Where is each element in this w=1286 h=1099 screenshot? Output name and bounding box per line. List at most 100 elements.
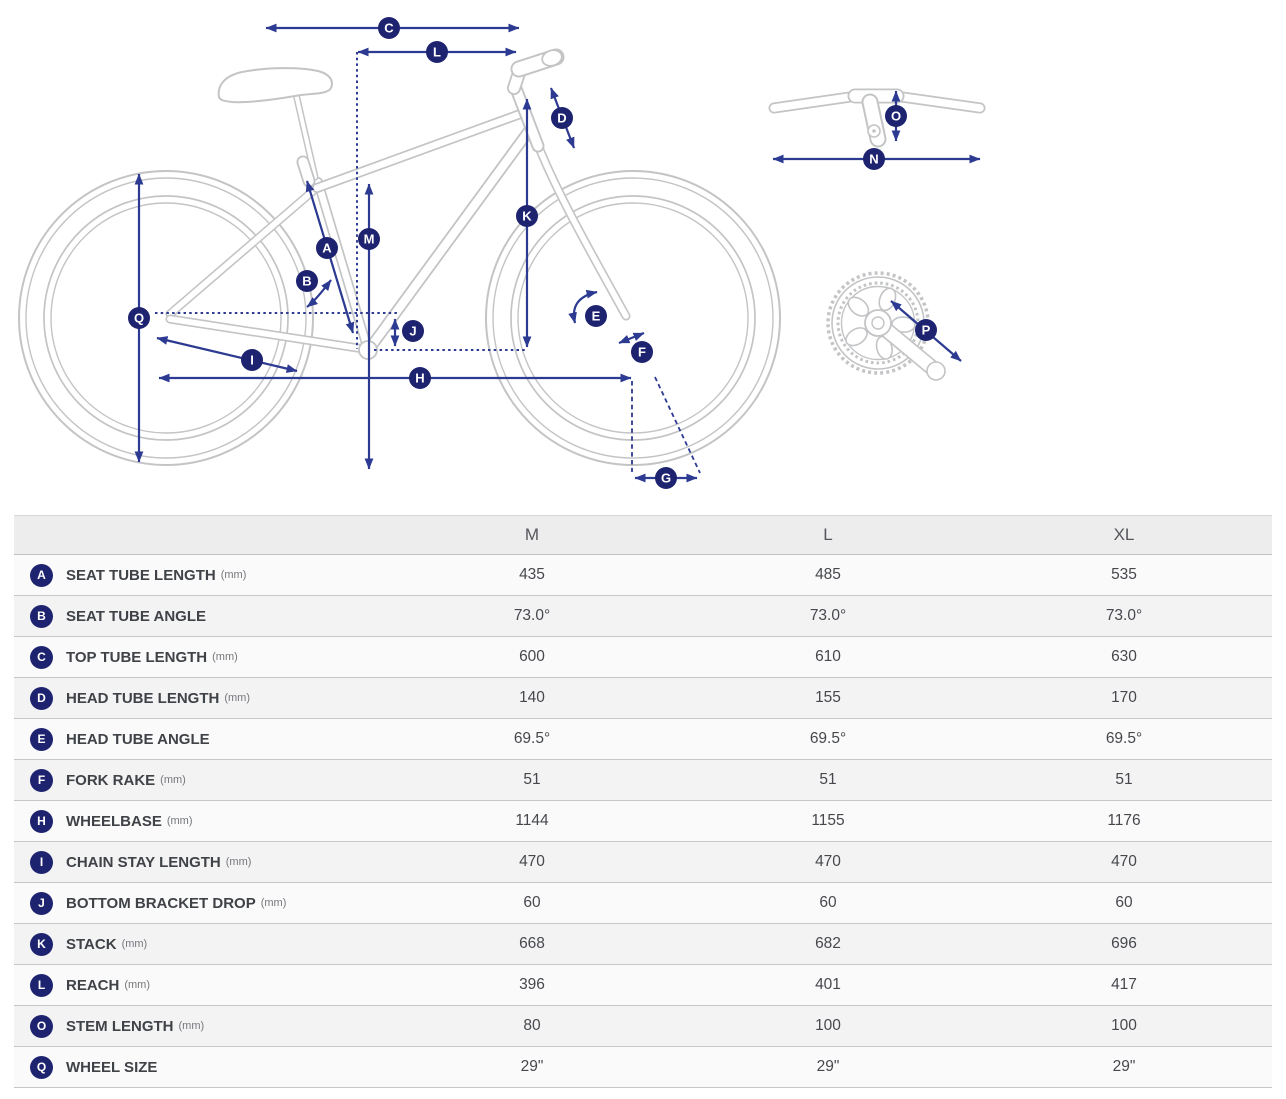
cell-value: 435 [519,566,545,583]
table-row: Q WHEEL SIZE 29" 29" 29" [14,1047,1272,1088]
badge-head-tube-length: D [551,107,573,129]
cell-value: 1155 [811,812,845,829]
cell-value: 485 [815,566,841,583]
row-badge: B [30,604,53,628]
row-badge: J [30,891,53,915]
row-label: TOP TUBE LENGTH [66,648,208,666]
cell-value: 696 [1111,935,1137,952]
cell-value: 60 [819,894,837,911]
row-label: HEAD TUBE ANGLE [66,730,210,748]
cell-value: 73.0° [809,607,847,624]
row-label: REACH [66,976,120,994]
cell-value: 69.5° [513,730,551,747]
row-label-cell: H WHEELBASE (mm) [14,809,384,833]
cell-value: 69.5° [1105,730,1143,747]
svg-text:L: L [433,45,441,60]
row-label-cell: F FORK RAKE (mm) [14,768,384,792]
svg-text:J: J [409,324,416,339]
geometry-diagram: C L D K M A B Q I J H E F G N O P [0,0,1286,505]
svg-text:N: N [869,152,878,167]
diagram-badges: C L D K M A B Q I J H E F G N O P [128,17,937,489]
row-badge: A [30,563,53,587]
cell-value: 401 [815,976,841,993]
table-row: E HEAD TUBE ANGLE 69.5° 69.5° 69.5° [14,719,1272,760]
stem-and-grip [507,48,565,95]
row-label: HEAD TUBE LENGTH [66,689,220,707]
table-row: K STACK (mm) 668 682 696 [14,924,1272,965]
row-badge: O [30,1014,53,1038]
cell-value: 170 [1111,689,1137,706]
badge-bottom-bracket-drop: J [402,320,424,342]
svg-text:B: B [302,274,311,289]
badge-standover: M [358,228,380,250]
table-row: F FORK RAKE (mm) 51 51 51 [14,760,1272,801]
table-header: M L XL [14,515,1272,555]
cell-value: 140 [519,689,545,706]
svg-text:G: G [661,471,671,486]
badge-top-tube-length: C [378,17,400,39]
cell-value: 100 [1111,1017,1137,1034]
row-label: STEM LENGTH [66,1017,174,1035]
badge-head-tube-angle: E [585,305,607,327]
row-label-cell: K STACK (mm) [14,932,384,956]
row-label: CHAIN STAY LENGTH [66,853,221,871]
row-badge: L [30,973,53,997]
row-badge: H [30,809,53,833]
table-row: H WHEELBASE (mm) 1144 1155 1176 [14,801,1272,842]
row-badge: K [30,932,53,956]
cell-value: 417 [1111,976,1137,993]
table-row: D HEAD TUBE LENGTH (mm) 140 155 170 [14,678,1272,719]
cell-value: 610 [815,648,841,665]
row-badge: D [30,686,53,710]
row-label: SEAT TUBE LENGTH [66,566,216,584]
svg-text:C: C [384,21,394,36]
badge-reach: L [426,41,448,63]
row-label-cell: I CHAIN STAY LENGTH (mm) [14,850,384,874]
cell-value: 470 [1111,853,1137,870]
column-header-m: M [524,525,540,544]
badge-seat-tube-angle: B [296,270,318,292]
row-label-cell: D HEAD TUBE LENGTH (mm) [14,686,384,710]
row-badge: E [30,727,53,751]
row-unit: (mm) [166,815,193,827]
svg-text:A: A [322,241,332,256]
row-label-cell: A SEAT TUBE LENGTH (mm) [14,563,384,587]
row-badge: C [30,645,53,669]
badge-stack: K [516,205,538,227]
row-label: SEAT TUBE ANGLE [66,607,207,625]
row-unit: (mm) [260,897,287,909]
cell-value: 60 [1115,894,1133,911]
svg-text:E: E [592,309,601,324]
row-badge: Q [30,1055,53,1079]
row-label-cell: E HEAD TUBE ANGLE [14,727,384,751]
svg-text:H: H [415,371,424,386]
row-unit: (mm) [224,692,250,704]
table-row: J BOTTOM BRACKET DROP (mm) 60 60 60 [14,883,1272,924]
table-row: O STEM LENGTH (mm) 80 100 100 [14,1006,1272,1047]
badge-trail: G [655,467,677,489]
svg-text:M: M [364,232,375,247]
row-label: STACK [66,935,117,953]
svg-text:O: O [891,109,901,124]
column-header-xl: XL [1113,525,1135,544]
cell-value: 600 [519,648,545,665]
handlebar-drawing [768,88,986,148]
seatpost [292,90,319,188]
front-wheel [485,170,781,466]
cell-value: 470 [519,853,545,870]
row-badge: I [30,850,53,874]
cell-value: 630 [1111,648,1137,665]
cell-value: 29" [520,1058,544,1075]
badge-chain-stay-length: I [241,349,263,371]
cell-value: 60 [523,894,541,911]
badge-seat-tube-length: A [316,237,338,259]
row-unit: (mm) [212,651,238,663]
cell-value: 29" [816,1058,840,1075]
cell-value: 396 [519,976,545,993]
svg-text:P: P [922,323,931,338]
row-label-cell: L REACH (mm) [14,973,384,997]
geometry-table: M L XL A SEAT TUBE LENGTH (mm) 435 485 5… [14,515,1272,1088]
row-label: BOTTOM BRACKET DROP [66,894,256,912]
cell-value: 80 [523,1017,541,1034]
